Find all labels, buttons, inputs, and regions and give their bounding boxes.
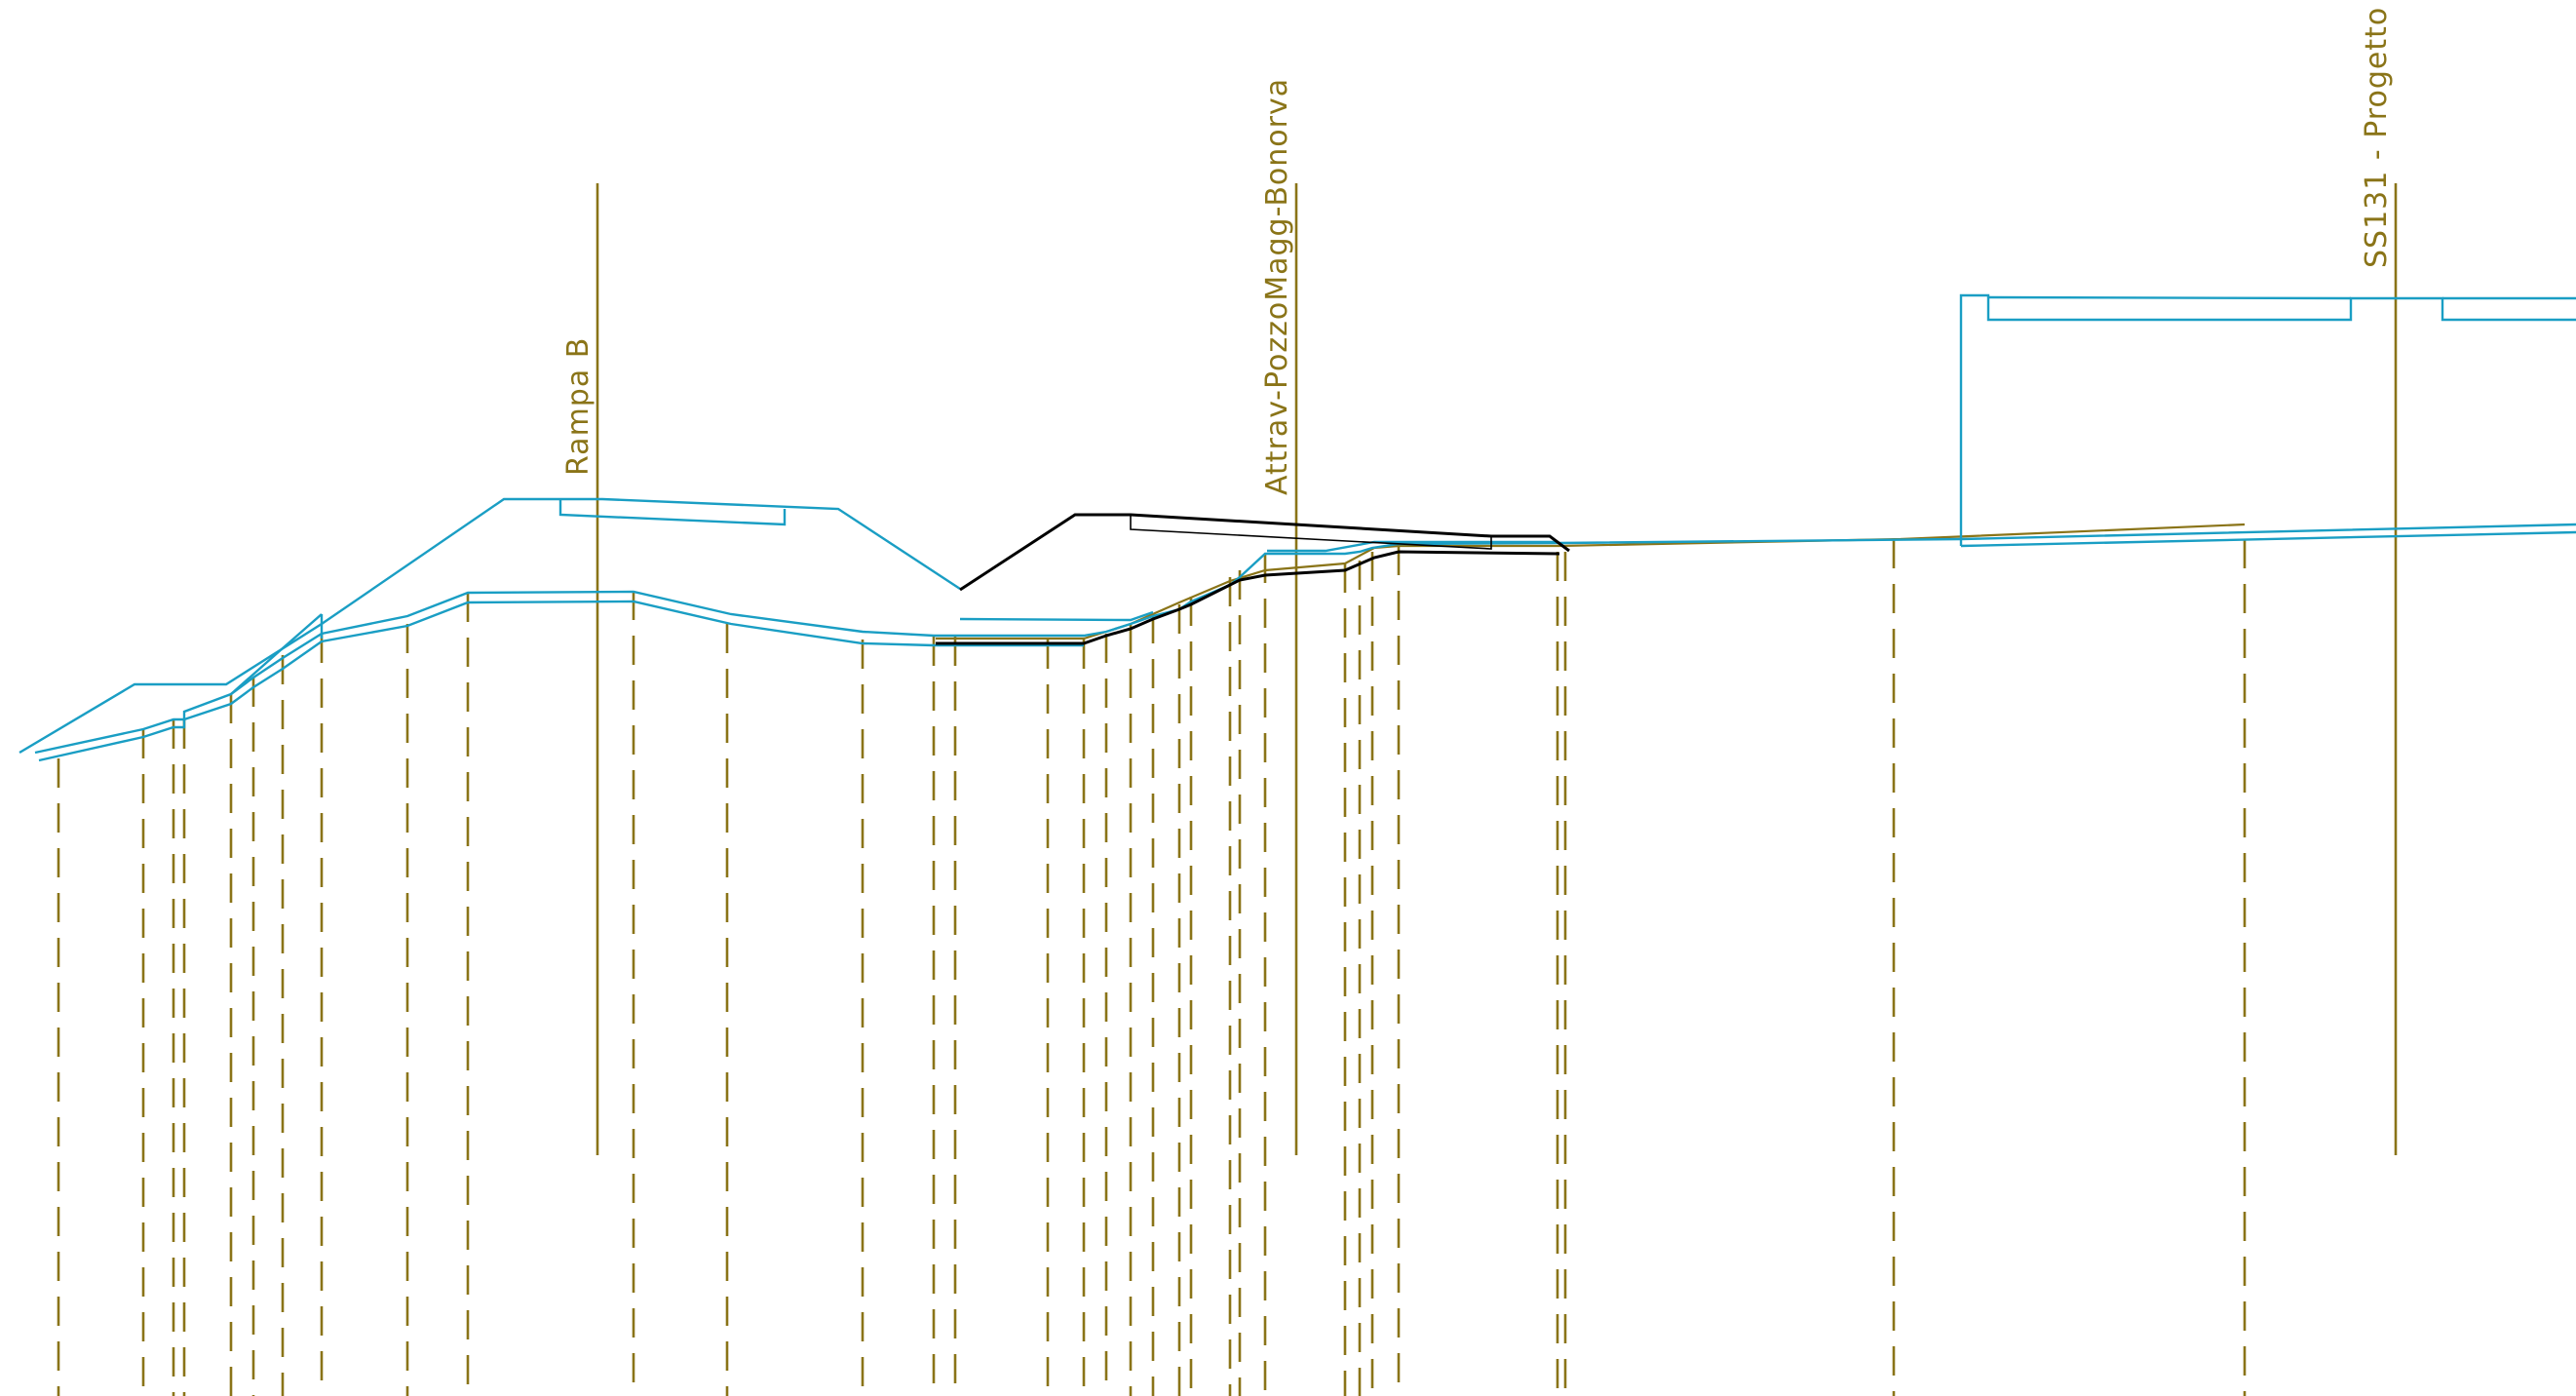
ss131-label: SS131 - Progetto [2360, 7, 2394, 268]
rampa-b-label: Rampa B [561, 337, 596, 476]
existing-profile [936, 513, 1570, 645]
project-profile [19, 293, 2576, 762]
station-lines [57, 539, 2247, 1396]
attraversamento-label: Attrav-PozzoMagg-Bonorva [1260, 78, 1294, 495]
section-reference-lines [596, 183, 2398, 1155]
